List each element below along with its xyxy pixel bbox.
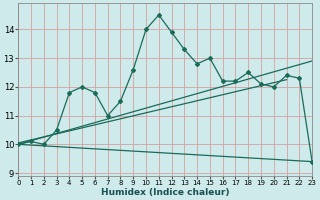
X-axis label: Humidex (Indice chaleur): Humidex (Indice chaleur) — [101, 188, 229, 197]
